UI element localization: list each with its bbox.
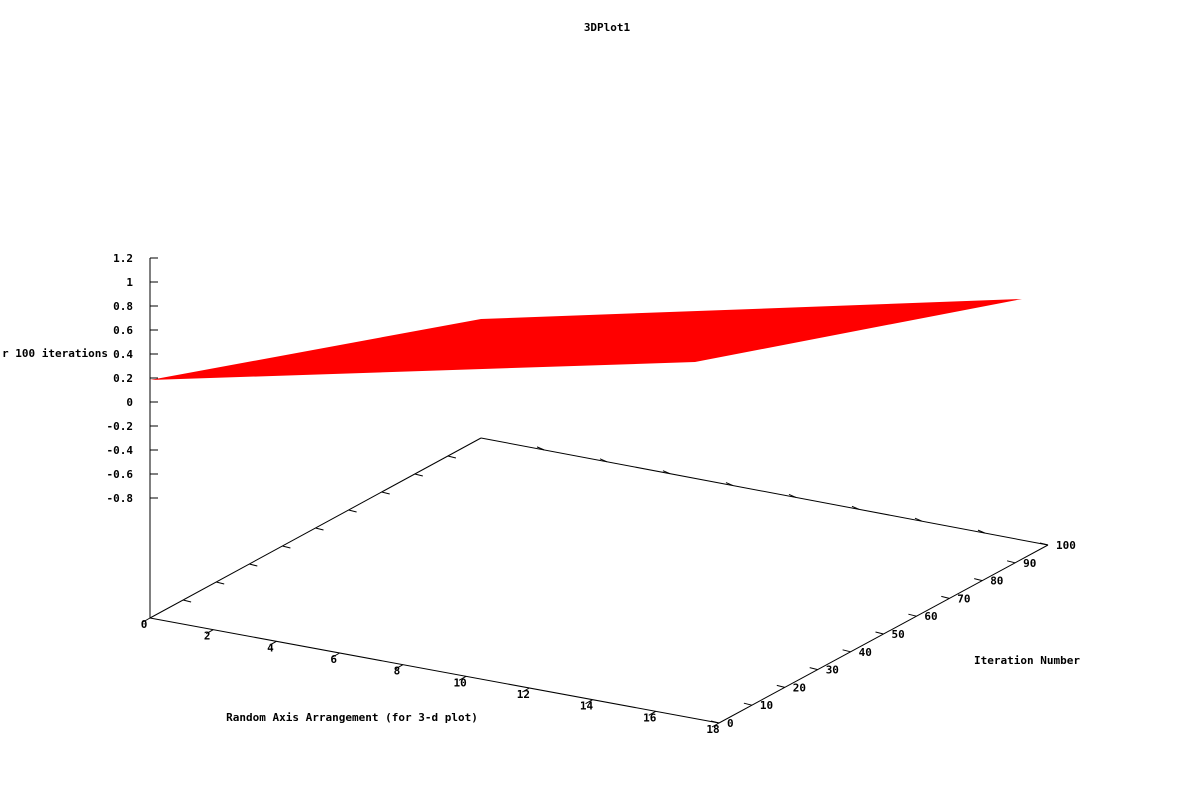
z-tick-label: -0.8 [107, 492, 134, 505]
x-tick-label: 0 [141, 618, 148, 631]
x-tick-label: 10 [453, 676, 466, 689]
y-tick-label: 80 [990, 575, 1003, 588]
x-back-tick-mark [788, 493, 797, 498]
z-tick-label: -0.4 [107, 444, 134, 457]
y-tick-label: 20 [793, 681, 806, 694]
x-back-tick-mark [851, 505, 860, 510]
base-back-right-edge [480, 437, 1049, 546]
y-axis-label: Iteration Number [974, 654, 1080, 667]
z-tick-label: 0.2 [113, 372, 133, 385]
z-tick-label: -0.2 [107, 420, 134, 433]
y-tick-label: 40 [859, 646, 872, 659]
x-back-tick-mark [662, 470, 671, 475]
y-tick-label: 10 [760, 699, 773, 712]
y-left-tick-mark [216, 581, 225, 585]
x-tick-mark [711, 722, 720, 728]
z-tick-label: 1.2 [113, 252, 133, 265]
y-tick-mark [1039, 542, 1049, 546]
x-tick-label: 4 [267, 641, 274, 654]
y-tick-label: 0 [727, 717, 734, 730]
x-tick-label: 2 [204, 630, 211, 643]
y-left-tick-mark [315, 527, 324, 531]
z-tick-label: 0 [126, 396, 133, 409]
x-tick-mark [269, 640, 277, 646]
x-tick-mark [205, 629, 214, 635]
y-left-tick-mark [447, 455, 457, 459]
x-tick-label: 14 [580, 700, 594, 713]
y-axis-ticks: 0 10 20 30 40 50 60 70 80 90 100 [182, 455, 1076, 730]
y-left-tick-mark [249, 563, 258, 567]
z-tick-label: 0.6 [113, 324, 133, 337]
x-back-tick-mark [536, 446, 545, 451]
y-tick-mark [842, 649, 851, 653]
y-tick-mark [743, 702, 753, 706]
y-left-tick-mark [348, 509, 357, 513]
z-tick-label: 0.4 [113, 348, 133, 361]
x-tick-mark [332, 652, 340, 658]
x-tick-label: 6 [330, 653, 337, 666]
z-tick-label: 0.8 [113, 300, 133, 313]
x-axis-line [149, 617, 720, 724]
y-tick-label: 50 [892, 628, 905, 641]
x-tick-label: 8 [394, 665, 401, 678]
y-left-tick-mark [381, 491, 390, 495]
surface-mark [150, 299, 1022, 380]
y-tick-mark [974, 578, 983, 582]
y-tick-mark [941, 595, 950, 599]
y-tick-mark [908, 613, 917, 617]
x-tick-label: 12 [517, 688, 530, 701]
y-tick-mark [875, 631, 884, 635]
x-tick-mark [522, 687, 530, 693]
y-tick-mark [776, 684, 785, 688]
y-left-tick-mark [414, 473, 423, 477]
x-tick-mark [142, 617, 151, 623]
chart-title: 3DPlot1 [584, 21, 631, 34]
x-axis-label: Random Axis Arrangement (for 3-d plot) [226, 711, 478, 724]
x-axis-ticks: 0 2 4 6 8 10 12 14 16 18 [141, 446, 986, 736]
y-left-tick-mark [182, 599, 192, 603]
x-back-tick-mark [599, 458, 608, 463]
x-tick-mark [585, 699, 593, 705]
y-tick-mark [710, 720, 720, 724]
x-back-tick-mark [725, 482, 734, 487]
x-tick-mark [395, 664, 404, 670]
z-tick-label: -0.6 [107, 468, 134, 481]
x-back-tick-mark [977, 529, 986, 534]
y-tick-mark [809, 667, 818, 671]
x-tick-mark [458, 675, 467, 681]
y-tick-label: 30 [826, 664, 839, 677]
x-tick-label: 16 [643, 711, 657, 724]
y-tick-label: 60 [924, 610, 937, 623]
y-tick-label: 70 [957, 592, 970, 605]
y-tick-label: 100 [1056, 539, 1076, 552]
x-back-tick-mark [914, 517, 923, 522]
z-tick-label: 1 [126, 276, 133, 289]
x-tick-mark [648, 710, 657, 716]
z-axis-ticks: 1.2 1 0.8 0.6 0.4 0.2 0 -0.2 -0.4 -0.6 -0.8 [107, 252, 158, 505]
y-tick-label: 90 [1023, 557, 1036, 570]
z-axis-label: r 100 iterations [2, 347, 108, 360]
x-tick-label: 18 [706, 723, 719, 736]
y-left-tick-mark [282, 545, 291, 549]
y-tick-mark [1006, 560, 1016, 564]
